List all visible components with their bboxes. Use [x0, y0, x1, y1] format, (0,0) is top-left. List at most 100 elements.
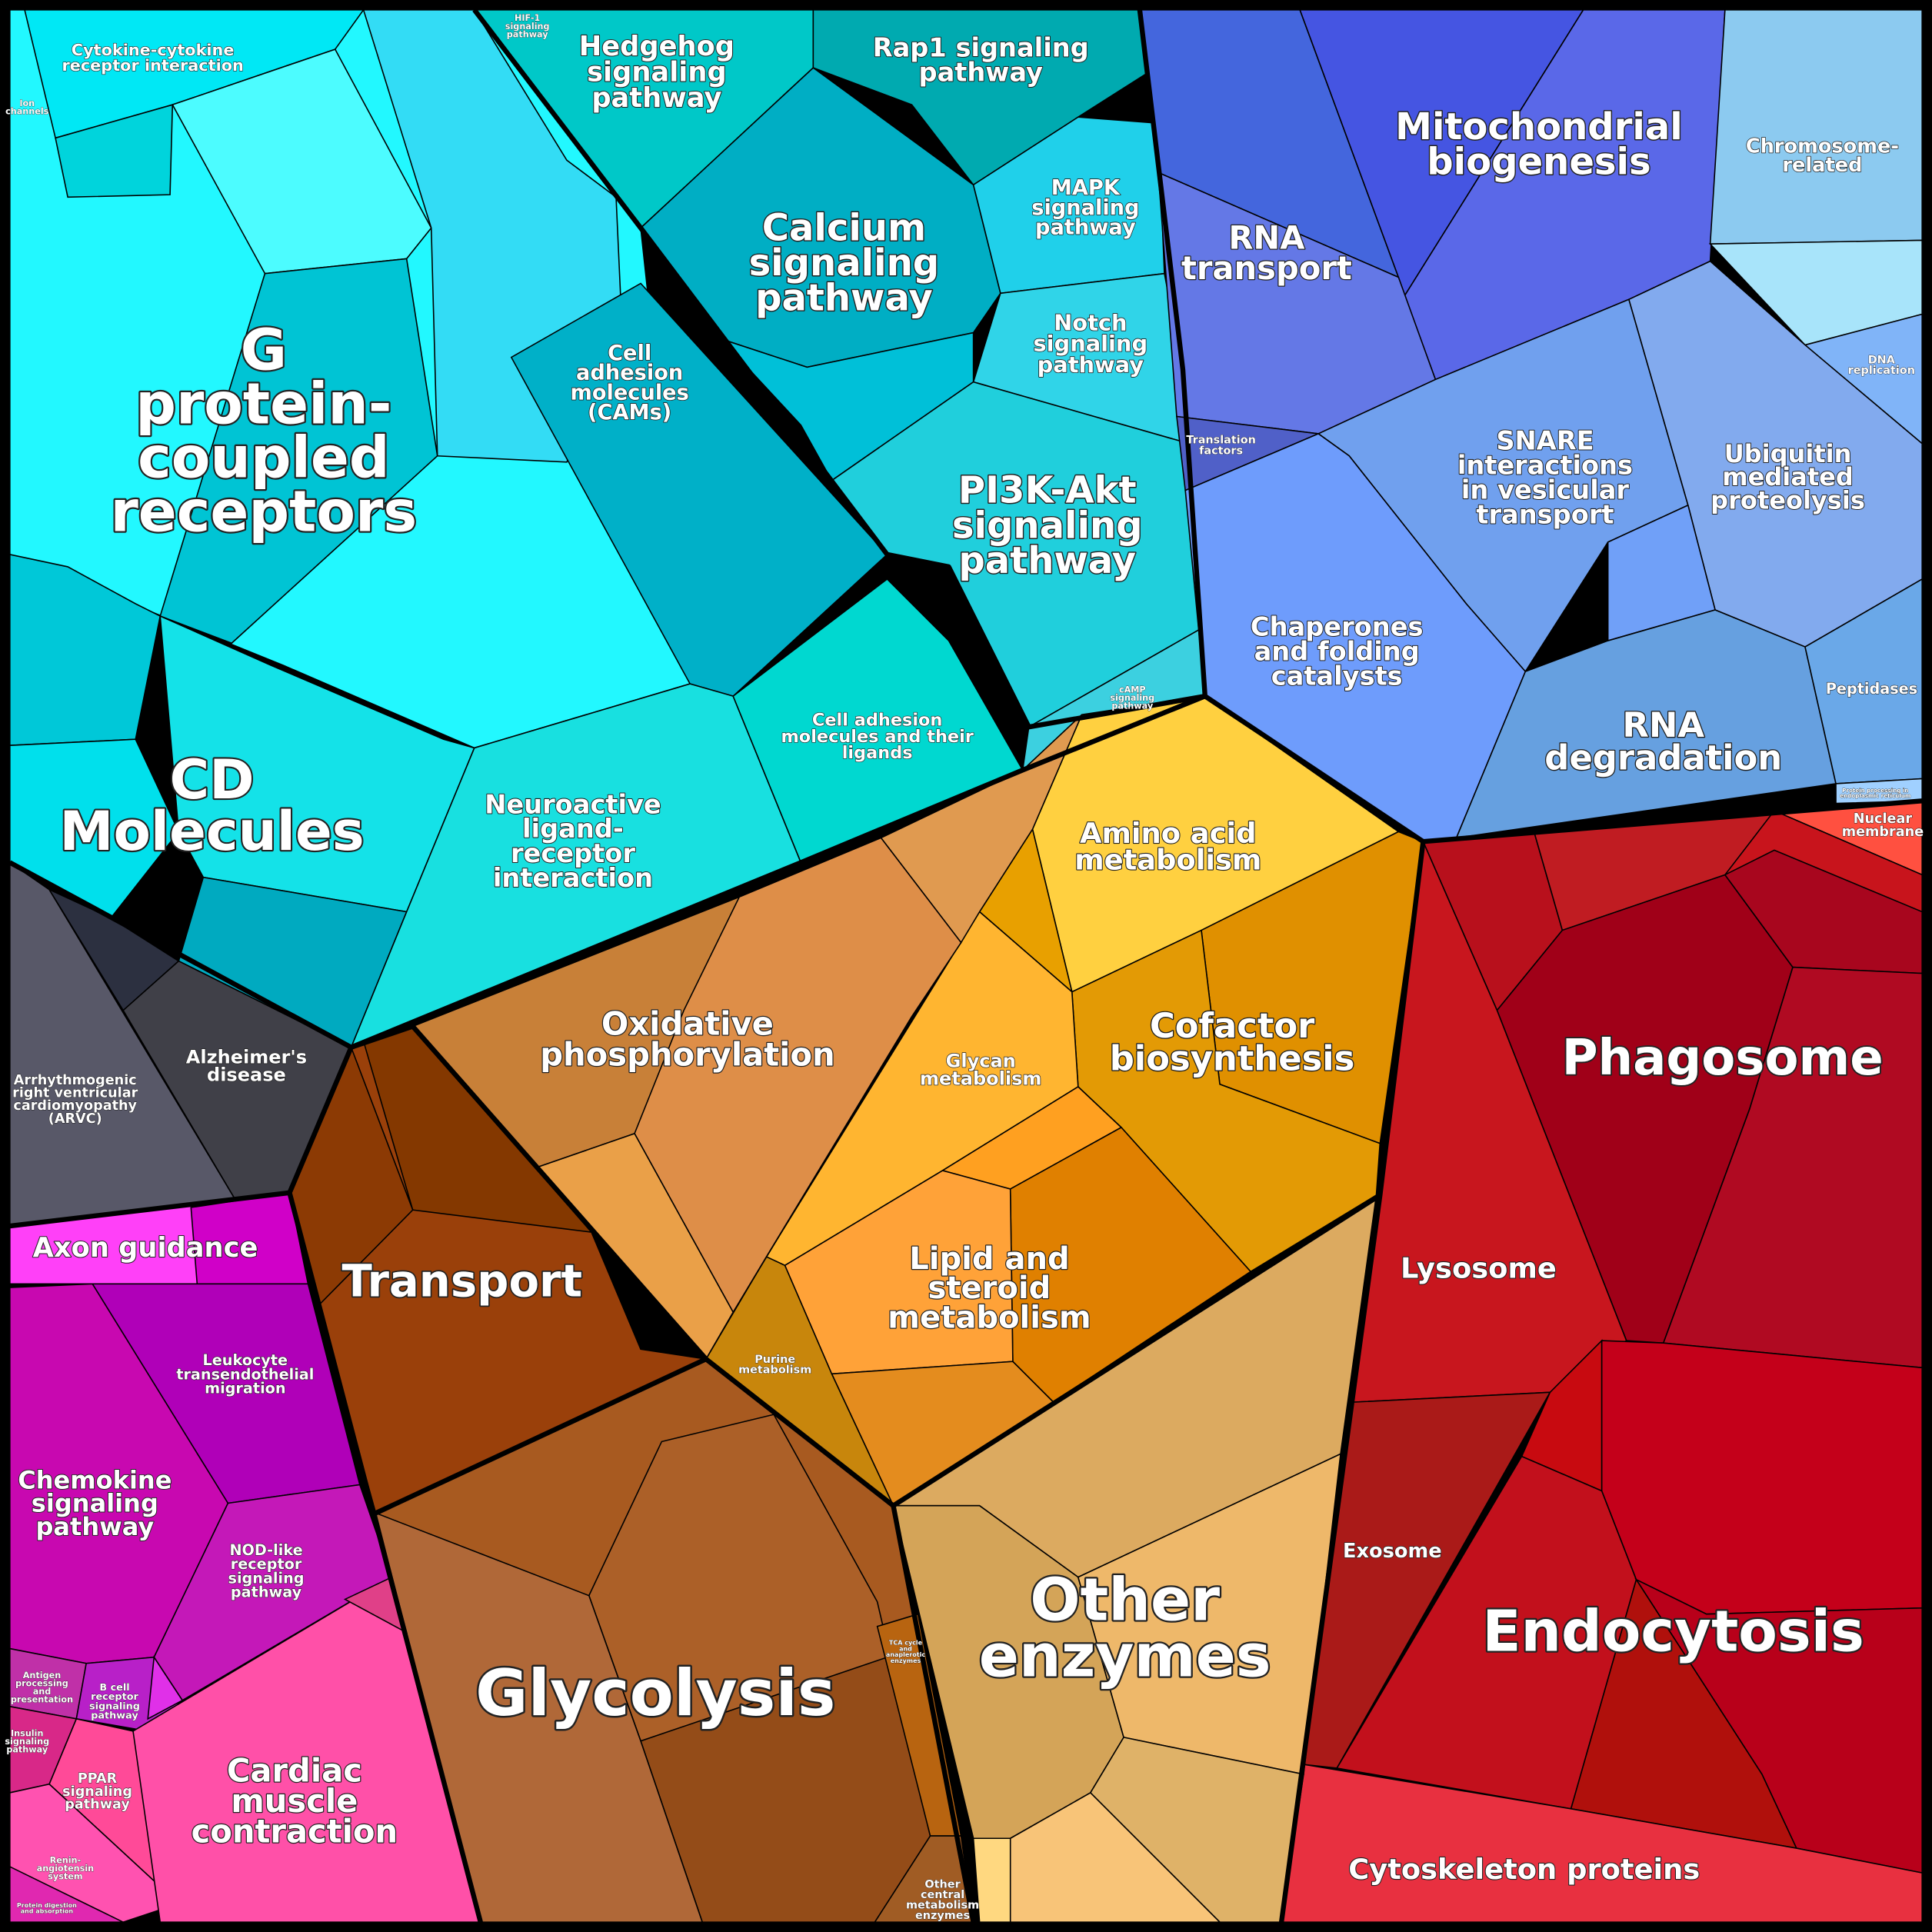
- cell-label-line: Cytoskeleton proteins: [1348, 1853, 1700, 1886]
- cell-label-line: degradation: [1544, 738, 1782, 778]
- cell-label-line: pathway: [65, 1797, 130, 1812]
- cell-label-line: biogenesis: [1427, 141, 1651, 184]
- cell-label-line: receptor: [231, 1555, 302, 1573]
- cell-label-line: Alzheimer's: [186, 1047, 307, 1068]
- cell-region: [510, 282, 888, 698]
- cell-label: Peptidases: [1826, 680, 1917, 698]
- cell-label: B cell receptor signaling pathway: [89, 1682, 140, 1722]
- cell-label-line: Calcium: [762, 206, 926, 249]
- cell-label-line: Cofactor: [1150, 1005, 1314, 1046]
- cell-label-line: enzymes: [891, 1657, 921, 1664]
- cell-label-line: Cytokine-cytokine: [72, 41, 235, 59]
- cell-label: Glycan metabolism: [920, 1050, 1041, 1089]
- cell-label-line: Glycan: [946, 1050, 1016, 1071]
- cell-label-line: mediated: [1722, 462, 1854, 491]
- cell-label-line: molecules: [570, 381, 688, 405]
- cell-label-line: pathway: [1111, 701, 1153, 711]
- cell-label: Translation factors: [1186, 435, 1256, 458]
- cell-label-line: Cardiac: [227, 1752, 362, 1790]
- group-border: [472, 8, 1206, 730]
- cell-label-line: receptor interaction: [62, 56, 243, 75]
- cell-label-line: Renin-: [50, 1855, 82, 1865]
- cell-label-line: in vesicular: [1461, 475, 1630, 505]
- cell-label-line: and: [33, 1687, 52, 1697]
- cell-label-line: Molecules: [59, 800, 364, 863]
- cell-label: Cell adhesion molecules and their ligands: [781, 711, 973, 764]
- cell-label-line: system: [48, 1871, 82, 1881]
- cell-label-line: signaling: [228, 1569, 305, 1587]
- cell-label-line: signaling: [5, 1737, 49, 1747]
- cell-label-line: pathway: [231, 1584, 302, 1601]
- cell-label-line: signaling: [89, 1700, 140, 1712]
- cell-label: Amino acid metabolism: [1074, 817, 1261, 877]
- cell-label-line: (ARVC): [48, 1111, 102, 1127]
- cells: [9, 9, 1923, 1923]
- cell-label-line: Ubiquitin: [1724, 439, 1852, 468]
- cell-label-line: Other: [924, 1878, 961, 1890]
- cell-label-line: central: [921, 1889, 964, 1901]
- cell-label: Chaperones and folding catalysts: [1251, 612, 1424, 691]
- cell-label: Lysosome: [1401, 1251, 1557, 1284]
- cell-label: Notch signaling pathway: [1034, 309, 1148, 378]
- cell-label-line: signaling: [1031, 196, 1139, 220]
- cell-region: [172, 48, 432, 275]
- cell-label-line: signaling: [952, 504, 1143, 547]
- group-border: [891, 1505, 976, 1923]
- cell-label-line: Antigen: [23, 1671, 61, 1681]
- cell-label-line: Endocytosis: [1482, 1600, 1864, 1665]
- cell-label-line: cardiomyopathy: [13, 1098, 137, 1114]
- cell-label-line: Leukocyte: [203, 1351, 288, 1369]
- cell-label-line: signaling: [505, 22, 550, 32]
- group-border: [9, 1190, 290, 1229]
- cell-label-line: Chaperones: [1251, 612, 1424, 642]
- cell-label-line: signaling: [749, 242, 940, 285]
- cell-label-line: pathway: [755, 277, 933, 320]
- cell-label-line: Glycolysis: [475, 1656, 835, 1730]
- cell-label: DNA replication: [1848, 355, 1915, 378]
- cell-label-line: G: [241, 318, 287, 384]
- cell-label-line: receptor: [511, 838, 635, 868]
- cell-label-line: Neuroactive: [485, 789, 661, 819]
- cell-label-line: protein-: [135, 372, 391, 438]
- cell-label-line: cAMP: [1119, 685, 1146, 695]
- cell-label-line: adhesion: [576, 361, 683, 385]
- cell-label-line: signaling: [32, 1489, 158, 1518]
- cell-label: CD Molecules: [59, 748, 364, 863]
- cell-label: RNA degradation: [1544, 705, 1782, 778]
- cell-label-line: phosphorylation: [540, 1035, 834, 1073]
- cell-label-line: Phagosome: [1562, 1030, 1884, 1087]
- cell-label-line: proteolysis: [1710, 486, 1865, 515]
- cell-label-line: pathway: [958, 539, 1136, 582]
- cell-label: PI3K-Akt signaling pathway: [952, 469, 1143, 582]
- cell-label: PPAR signaling pathway: [62, 1771, 132, 1812]
- cell-label-line: catalysts: [1271, 661, 1403, 691]
- cell-label-line: ligand-: [522, 814, 624, 844]
- cell-label-line: Lipid and: [909, 1241, 1069, 1277]
- cell-label-line: CD: [169, 748, 254, 811]
- cell-label-line: Cell: [608, 341, 651, 365]
- cell-label-line: metabolism: [738, 1364, 811, 1376]
- cell-label: Renin-angiotensin system: [37, 1855, 95, 1881]
- cell-label-line: channels: [5, 106, 49, 116]
- cell-label-line: related: [1782, 154, 1862, 177]
- cell-label: Mitochondrial biogenesis: [1395, 105, 1683, 184]
- cell-label-line: MAPK: [1051, 176, 1121, 200]
- cell-label-line: Purine: [754, 1354, 795, 1366]
- cell-label-line: Transport: [341, 1254, 582, 1307]
- cell-label: Other enzymes: [979, 1567, 1271, 1691]
- cell-label-line: and: [899, 1645, 912, 1652]
- cell-label: Cardiac muscle contraction: [192, 1752, 398, 1850]
- cell-label-line: disease: [207, 1064, 286, 1085]
- cell-label: HIF-1 signaling pathway: [505, 13, 550, 39]
- cell-label-line: (CAMs): [588, 401, 671, 425]
- cell-label: TCA cycle and anaplerotic enzymes: [886, 1640, 925, 1664]
- cell-label-line: Protein processing in: [1842, 787, 1908, 794]
- cell-label: Endocytosis: [1482, 1600, 1864, 1665]
- cell-label-line: HIF-1: [515, 13, 541, 23]
- cell-label: Leukocyte transendothelial migration: [176, 1351, 314, 1397]
- cell-label-line: NOD-like: [229, 1541, 302, 1559]
- cell-label-line: Oxidative: [601, 1005, 774, 1043]
- cell-label-line: Chemokine: [18, 1465, 172, 1494]
